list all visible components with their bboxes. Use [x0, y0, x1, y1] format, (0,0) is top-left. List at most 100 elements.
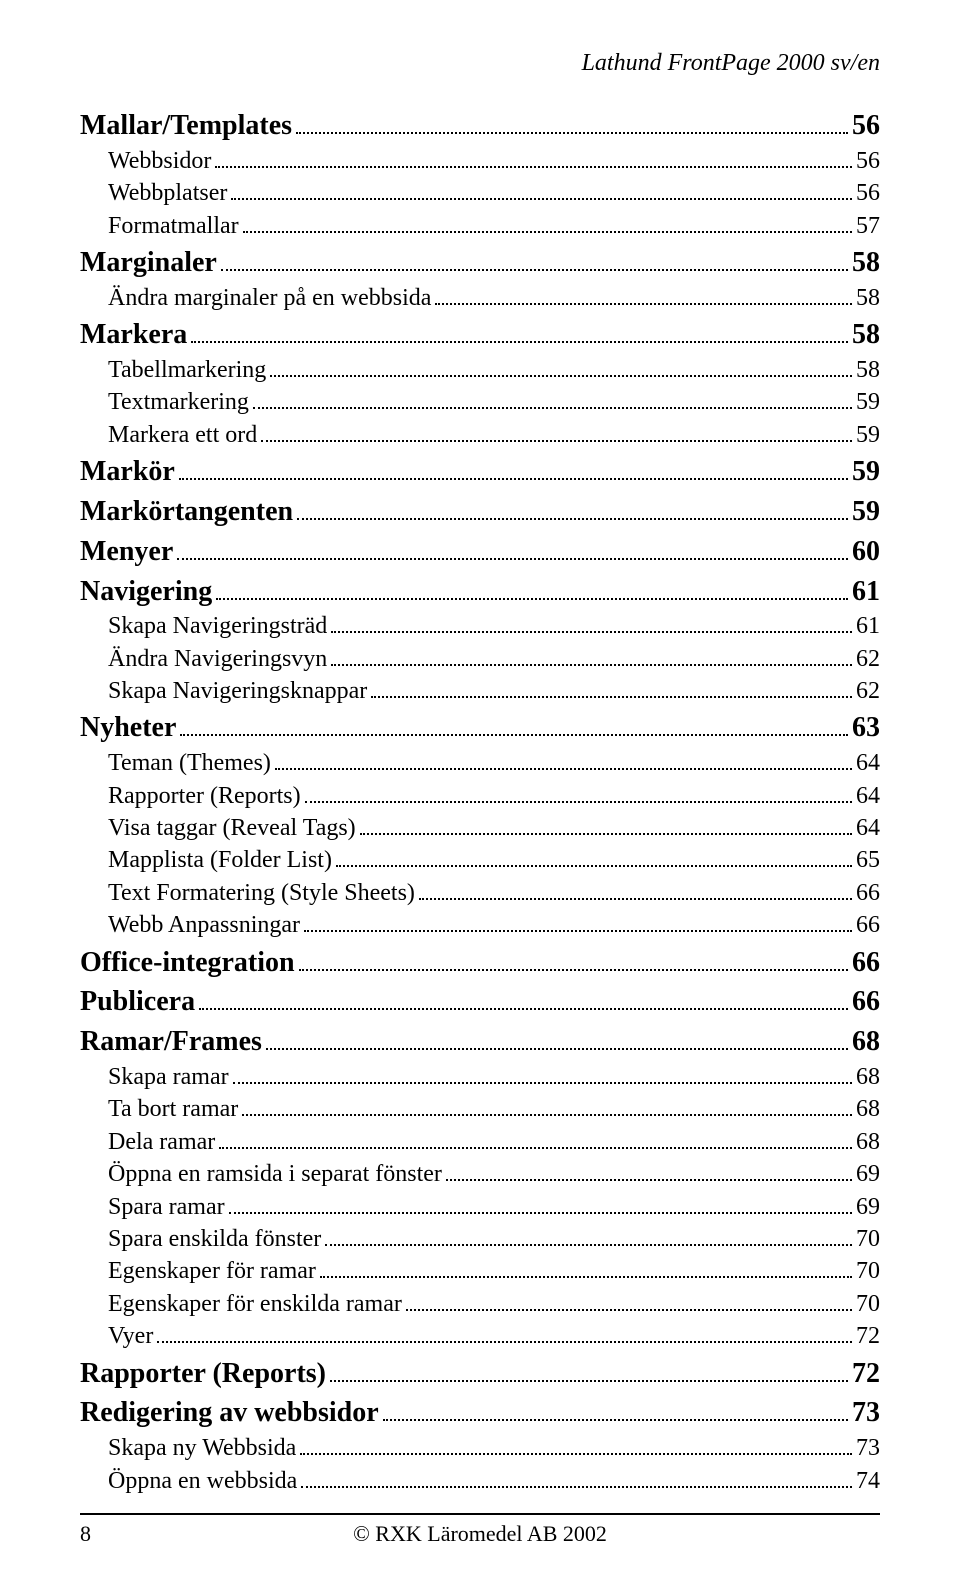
- toc-entry-label: Mallar/Templates: [80, 107, 292, 145]
- toc-entry-label: Redigering av webbsidor: [80, 1394, 379, 1432]
- toc-entry: Publicera 66: [80, 983, 880, 1021]
- toc-entry-page: 59: [856, 386, 880, 418]
- toc-entry: Spara ramar69: [80, 1191, 880, 1223]
- toc-entry-page: 68: [856, 1061, 880, 1093]
- toc-leader-dots: [331, 649, 852, 665]
- toc-leader-dots: [301, 1471, 852, 1487]
- toc-leader-dots: [275, 754, 852, 770]
- toc-entry-page: 70: [856, 1223, 880, 1255]
- toc-entry-label: Navigering: [80, 573, 212, 611]
- toc-entry-page: 56: [856, 145, 880, 177]
- toc-entry-label: Text Formatering (Style Sheets): [108, 877, 415, 909]
- toc-entry-page: 66: [852, 944, 880, 982]
- toc-leader-dots: [330, 1365, 848, 1381]
- toc-entry-label: Marginaler: [80, 244, 217, 282]
- toc-leader-dots: [305, 786, 852, 802]
- toc-entry-label: Ändra marginaler på en webbsida: [108, 282, 431, 314]
- toc-entry: Redigering av webbsidor73: [80, 1394, 880, 1432]
- toc-leader-dots: [336, 851, 852, 867]
- document-page: Lathund FrontPage 2000 sv/en Mallar/Temp…: [0, 0, 960, 1569]
- toc-entry-page: 56: [852, 107, 880, 145]
- toc-entry: Skapa ny Webbsida73: [80, 1432, 880, 1464]
- toc-entry: Text Formatering (Style Sheets)66: [80, 877, 880, 909]
- toc-leader-dots: [435, 288, 852, 304]
- toc-entry-label: Publicera: [80, 983, 195, 1021]
- toc-leader-dots: [229, 1197, 852, 1213]
- toc-entry-page: 65: [856, 844, 880, 876]
- toc-entry-label: Öppna en webbsida: [108, 1465, 297, 1497]
- toc-entry-page: 62: [856, 643, 880, 675]
- toc-entry: Öppna en ramsida i separat fönster 69: [80, 1158, 880, 1190]
- toc-leader-dots: [297, 504, 848, 520]
- toc-entry-page: 63: [852, 709, 880, 747]
- toc-entry-page: 59: [852, 493, 880, 531]
- footer-copyright: © RXK Läromedel AB 2002: [91, 1521, 869, 1547]
- toc-entry-page: 56: [856, 177, 880, 209]
- toc-entry: Textmarkering59: [80, 386, 880, 418]
- toc-entry-label: Markera: [80, 316, 187, 354]
- toc-leader-dots: [304, 916, 852, 932]
- header-title: Lathund FrontPage 2000 sv/en: [582, 50, 880, 76]
- toc-entry-label: Webb Anpassningar: [108, 909, 300, 941]
- toc-entry-label: Skapa Navigeringsknappar: [108, 675, 367, 707]
- toc-leader-dots: [300, 1439, 852, 1455]
- toc-entry-page: 69: [856, 1158, 880, 1190]
- toc-entry: Navigering61: [80, 573, 880, 611]
- toc-entry: Ändra Navigeringsvyn62: [80, 643, 880, 675]
- toc-entry: Marginaler58: [80, 244, 880, 282]
- toc-leader-dots: [199, 994, 848, 1010]
- toc-entry-page: 68: [856, 1126, 880, 1158]
- toc-entry: Webbplatser56: [80, 177, 880, 209]
- toc-entry-label: Rapporter (Reports): [108, 780, 301, 812]
- toc-entry-page: 58: [856, 282, 880, 314]
- toc-leader-dots: [266, 1034, 848, 1050]
- toc-entry: Teman (Themes)64: [80, 747, 880, 779]
- page-footer: 8 © RXK Läromedel AB 2002 8: [80, 1513, 880, 1547]
- toc-entry-label: Vyer: [108, 1320, 153, 1352]
- toc-entry-label: Ta bort ramar: [108, 1093, 238, 1125]
- toc-entry-page: 70: [856, 1288, 880, 1320]
- toc-entry-page: 66: [852, 983, 880, 1021]
- toc-entry: Tabellmarkering58: [80, 354, 880, 386]
- toc-entry-label: Office-integration: [80, 944, 295, 982]
- toc-leader-dots: [215, 151, 852, 167]
- toc-entry: Öppna en webbsida74: [80, 1465, 880, 1497]
- toc-leader-dots: [331, 617, 852, 633]
- toc-entry-label: Mapplista (Folder List): [108, 844, 332, 876]
- toc-entry-label: Markera ett ord: [108, 419, 257, 451]
- footer-page-number: 8: [80, 1521, 91, 1547]
- toc-leader-dots: [270, 361, 852, 377]
- toc-entry: Webbsidor56: [80, 145, 880, 177]
- toc-entry-page: 64: [856, 812, 880, 844]
- toc-entry-label: Nyheter: [80, 709, 176, 747]
- toc-entry-label: Skapa Navigeringsträd: [108, 610, 327, 642]
- toc-leader-dots: [243, 216, 852, 232]
- toc-entry-label: Formatmallar: [108, 210, 239, 242]
- toc-entry: Ta bort ramar68: [80, 1093, 880, 1125]
- toc-entry: Markörtangenten59: [80, 493, 880, 531]
- toc-leader-dots: [383, 1405, 848, 1421]
- toc-entry-label: Tabellmarkering: [108, 354, 266, 386]
- toc-entry: Formatmallar 57: [80, 210, 880, 242]
- toc-entry-label: Teman (Themes): [108, 747, 271, 779]
- toc-leader-dots: [242, 1100, 852, 1116]
- toc-entry-label: Markör: [80, 453, 175, 491]
- toc-leader-dots: [233, 1068, 852, 1084]
- toc-entry: Rapporter (Reports)64: [80, 780, 880, 812]
- toc-entry: Office-integration 66: [80, 944, 880, 982]
- toc-entry: Mallar/Templates 56: [80, 107, 880, 145]
- toc-entry-page: 72: [852, 1355, 880, 1393]
- table-of-contents: Mallar/Templates 56Webbsidor56Webbplatser…: [80, 105, 880, 1497]
- toc-leader-dots: [180, 720, 848, 736]
- toc-entry: Webb Anpassningar66: [80, 909, 880, 941]
- toc-entry-label: Öppna en ramsida i separat fönster: [108, 1158, 442, 1190]
- toc-entry: Skapa Navigeringsknappar62: [80, 675, 880, 707]
- toc-entry-label: Egenskaper för ramar: [108, 1255, 316, 1287]
- toc-entry-page: 59: [856, 419, 880, 451]
- toc-entry: Rapporter (Reports)72: [80, 1355, 880, 1393]
- toc-entry-label: Egenskaper för enskilda ramar: [108, 1288, 402, 1320]
- toc-entry: Nyheter 63: [80, 709, 880, 747]
- toc-entry: Markera58: [80, 316, 880, 354]
- toc-leader-dots: [219, 1132, 852, 1148]
- toc-entry-page: 57: [856, 210, 880, 242]
